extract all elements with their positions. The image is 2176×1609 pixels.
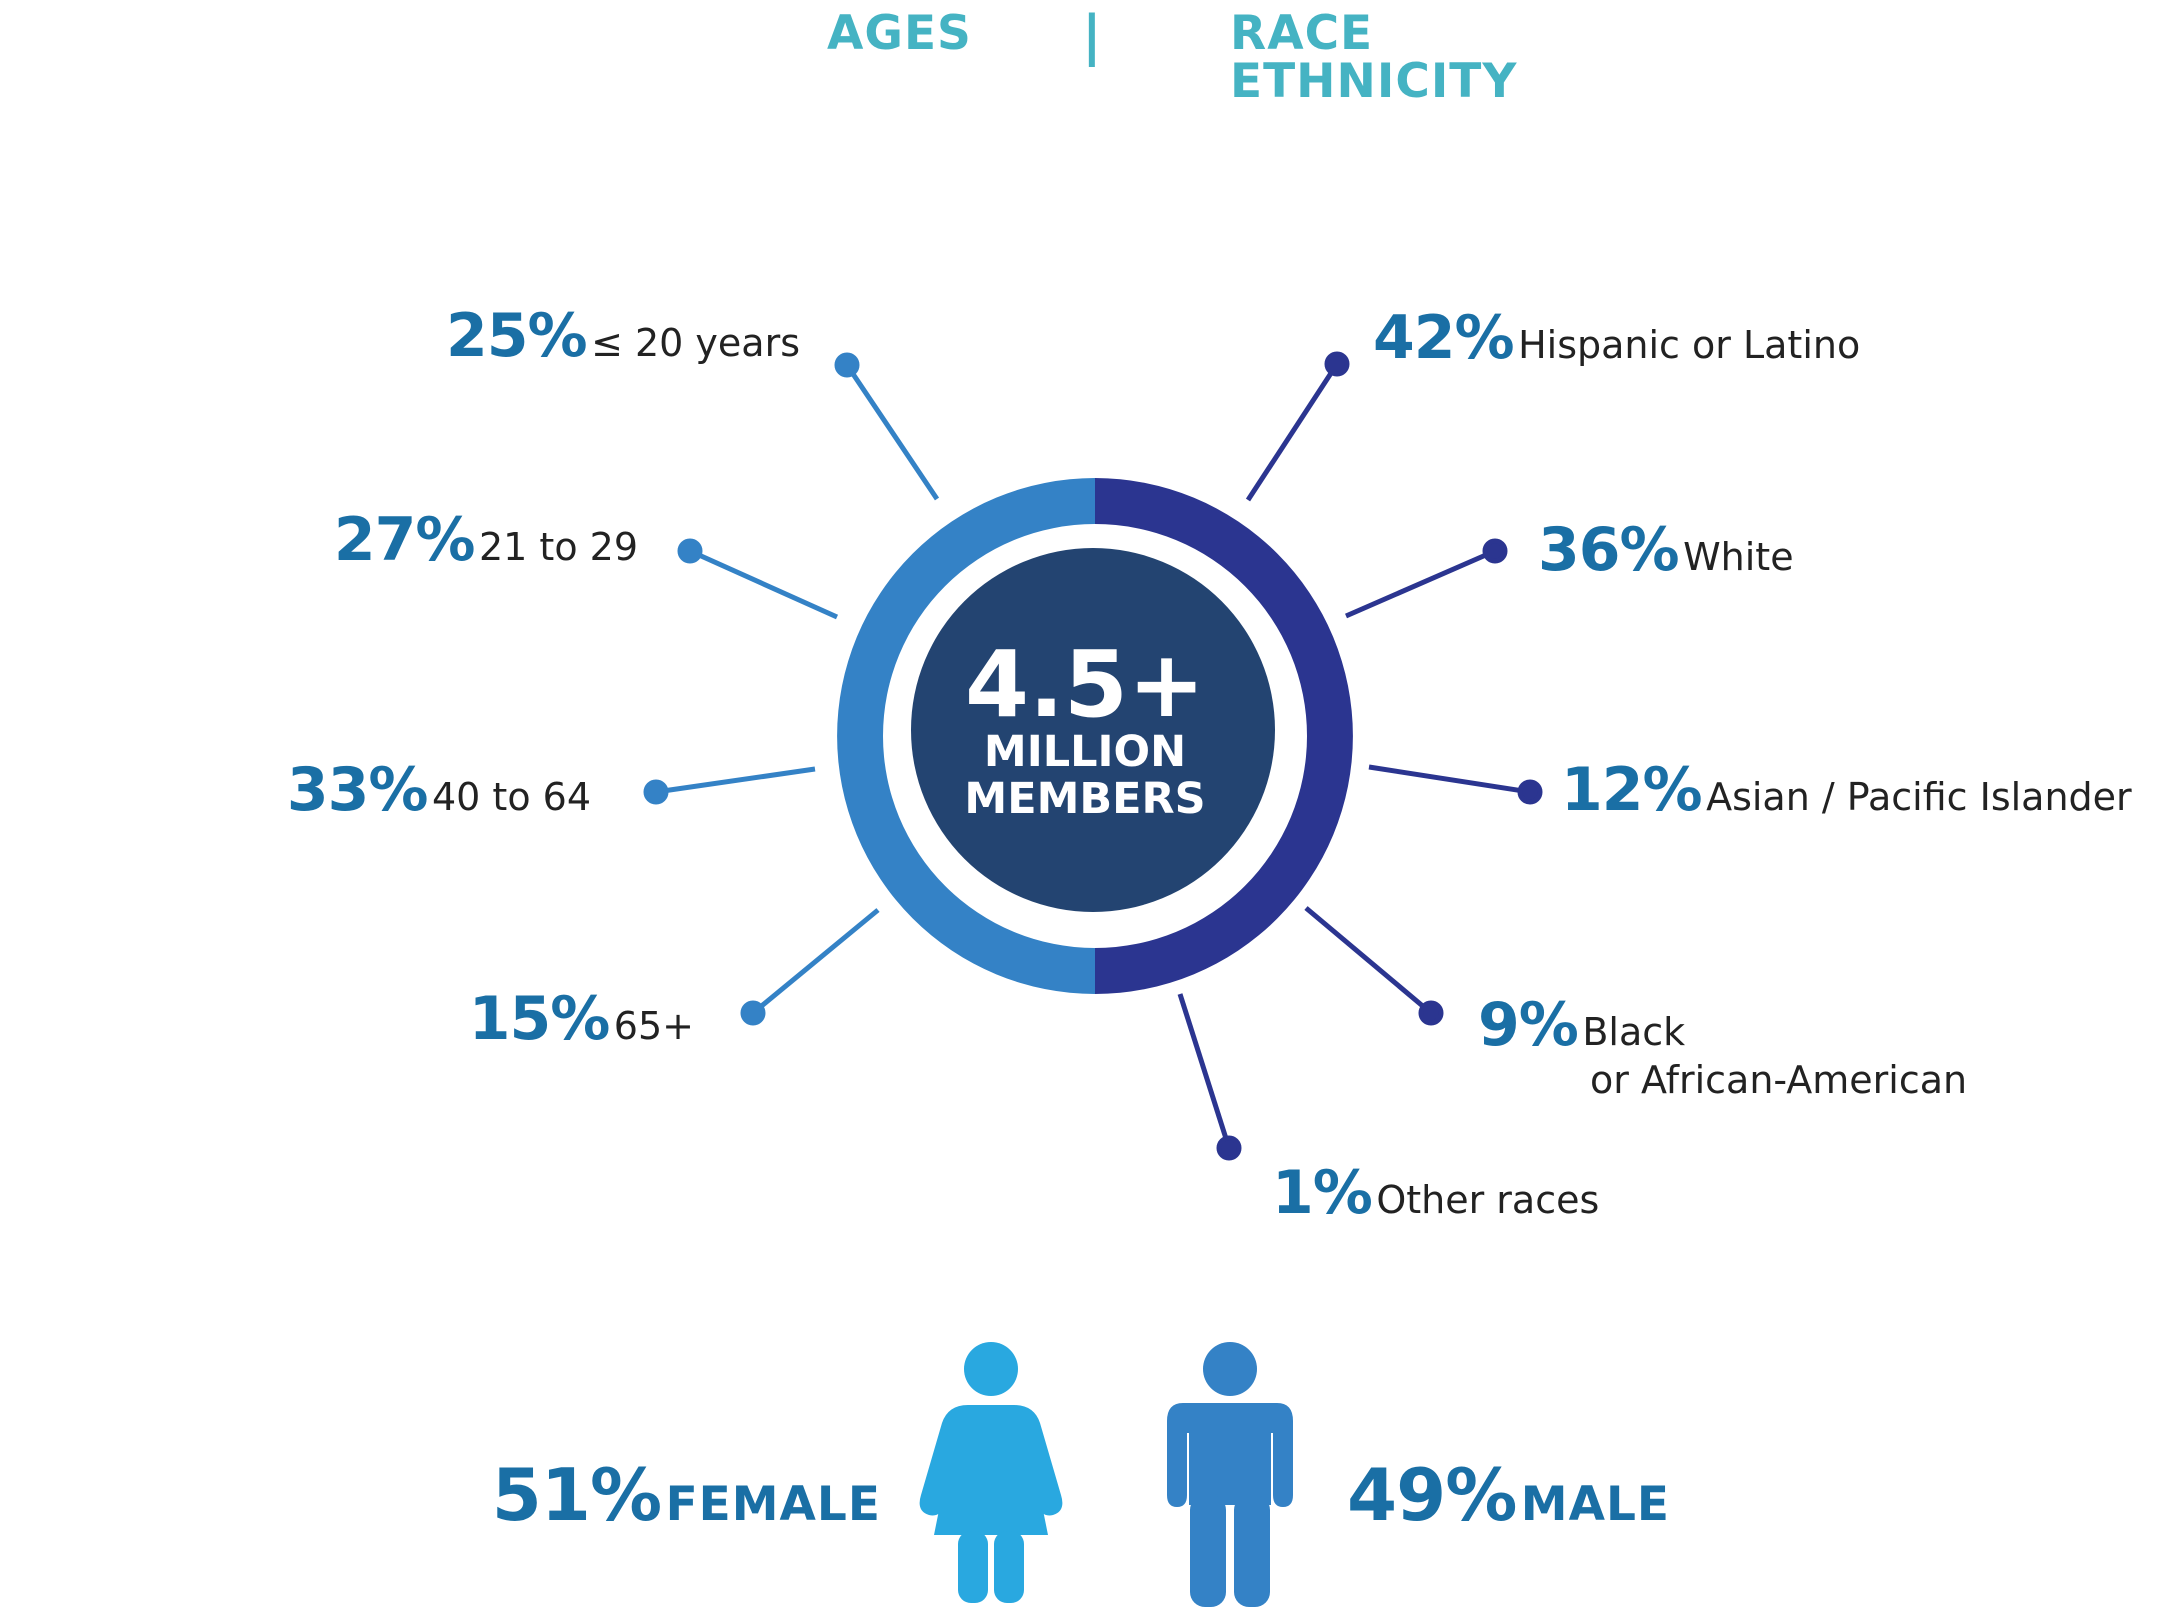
connector-dot-age-3 bbox=[643, 779, 669, 805]
age-item-1: 25% ≤ 20 years bbox=[446, 303, 800, 369]
race-heading-line2: ETHNICITY bbox=[1230, 54, 1518, 109]
connector-dot-race-1 bbox=[1324, 351, 1350, 377]
connector-dot-race-2 bbox=[1482, 538, 1508, 564]
age-percent-1: 25% bbox=[445, 301, 588, 371]
connector-race-2 bbox=[1345, 548, 1496, 619]
heading-divider: | bbox=[1082, 4, 1102, 67]
female-person-icon bbox=[919, 1342, 1063, 1603]
connector-dot-age-4 bbox=[740, 1000, 766, 1026]
age-percent-2: 27% bbox=[333, 505, 476, 575]
female-percent: 51% bbox=[491, 1453, 662, 1537]
connector-dot-age-1 bbox=[834, 352, 860, 378]
center-circle bbox=[911, 548, 1275, 912]
age-label-2: 21 to 29 bbox=[478, 525, 638, 569]
age-label-1: ≤ 20 years bbox=[591, 321, 800, 365]
connector-race-1 bbox=[1245, 362, 1340, 502]
race-label-4-line2: or African-American bbox=[1590, 1058, 1968, 1102]
race-percent-2: 36% bbox=[1538, 515, 1680, 585]
male-label: MALE bbox=[1520, 1477, 1670, 1532]
male-percent: 49% bbox=[1347, 1453, 1517, 1537]
connector-dot-race-3 bbox=[1517, 779, 1543, 805]
race-heading-line1: RACE bbox=[1230, 6, 1374, 61]
connector-race-4 bbox=[1304, 906, 1433, 1015]
male-person-icon bbox=[1167, 1342, 1293, 1607]
age-item-2: 27% 21 to 29 bbox=[334, 507, 638, 573]
race-item-4: 9% Black bbox=[1478, 992, 1685, 1058]
age-item-3: 33% 40 to 64 bbox=[287, 757, 591, 823]
race-label-5: Other races bbox=[1376, 1178, 1600, 1222]
race-item-2: 36% White bbox=[1538, 517, 1794, 583]
race-percent-1: 42% bbox=[1373, 303, 1515, 373]
race-ring-half bbox=[1095, 478, 1353, 994]
race-percent-4: 9% bbox=[1478, 990, 1579, 1060]
center-number: 4.5+ bbox=[965, 631, 1205, 738]
female-stat: 51% FEMALE bbox=[492, 1455, 881, 1545]
age-label-4: 65+ bbox=[613, 1004, 694, 1048]
ages-ring-half bbox=[837, 478, 1095, 994]
race-label-3: Asian / Pacific Islander bbox=[1706, 775, 2132, 819]
race-label-1: Hispanic or Latino bbox=[1518, 323, 1861, 367]
age-item-4: 15% 65+ bbox=[469, 986, 694, 1052]
race-percent-3: 12% bbox=[1561, 755, 1703, 825]
connector-age-3 bbox=[655, 766, 816, 795]
connector-age-4 bbox=[751, 908, 880, 1015]
female-label: FEMALE bbox=[665, 1477, 881, 1532]
connector-dot-race-5 bbox=[1216, 1135, 1242, 1161]
connector-age-2 bbox=[688, 548, 839, 620]
connector-race-3 bbox=[1368, 764, 1531, 795]
male-stat: 49% MALE bbox=[1347, 1455, 1670, 1545]
center-line2: MEMBERS bbox=[964, 774, 1205, 824]
race-label-4: Black bbox=[1582, 1010, 1686, 1054]
race-item-5: 1% Other races bbox=[1272, 1160, 1599, 1226]
connector-dot-age-2 bbox=[677, 538, 703, 564]
ages-heading: AGES bbox=[827, 6, 972, 61]
race-label-2: White bbox=[1683, 535, 1794, 579]
age-percent-3: 33% bbox=[286, 755, 429, 825]
connector-dot-race-4 bbox=[1418, 1000, 1444, 1026]
age-percent-4: 15% bbox=[468, 984, 611, 1054]
race-item-3: 12% Asian / Pacific Islander bbox=[1561, 757, 2132, 823]
race-item-1: 42% Hispanic or Latino bbox=[1373, 305, 1860, 371]
connector-race-5 bbox=[1177, 993, 1232, 1149]
connector-age-1 bbox=[844, 363, 940, 501]
center-line1: MILLION bbox=[984, 727, 1186, 777]
age-label-3: 40 to 64 bbox=[431, 775, 591, 819]
race-percent-5: 1% bbox=[1272, 1158, 1373, 1228]
